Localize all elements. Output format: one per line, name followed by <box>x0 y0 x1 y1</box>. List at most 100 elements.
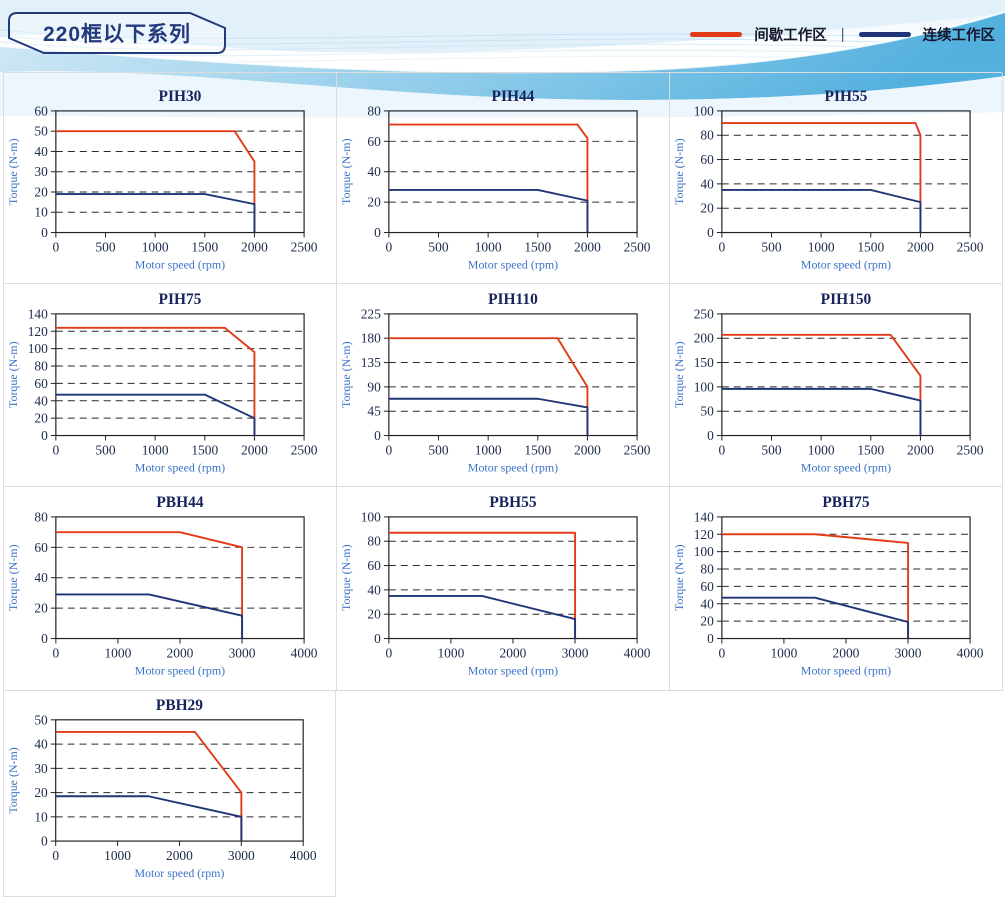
svg-text:2000: 2000 <box>166 848 193 863</box>
svg-text:20: 20 <box>34 601 48 616</box>
chart-card-pih150: PIH150 0 50 100 150 200 250 0 500 1000 1500 2000 250… <box>670 284 1003 487</box>
svg-text:60: 60 <box>700 152 714 167</box>
svg-text:135: 135 <box>361 355 381 370</box>
svg-text:40: 40 <box>34 737 48 752</box>
svg-text:0: 0 <box>41 225 48 240</box>
svg-text:140: 140 <box>694 509 714 524</box>
svg-text:0: 0 <box>52 848 59 863</box>
svg-text:150: 150 <box>694 355 714 370</box>
svg-text:2000: 2000 <box>241 239 268 254</box>
svg-text:Motor speed (rpm): Motor speed (rpm) <box>135 460 225 474</box>
svg-text:Motor speed (rpm): Motor speed (rpm) <box>468 663 558 677</box>
svg-text:0: 0 <box>374 428 381 443</box>
svg-text:Torque (N-m): Torque (N-m) <box>672 138 686 205</box>
svg-text:Torque (N-m): Torque (N-m) <box>339 341 353 408</box>
svg-text:500: 500 <box>761 442 781 457</box>
legend: 间歇工作区 | 连续工作区 <box>690 24 995 45</box>
chart-card-pbh55: PBH55 0 20 40 60 80 100 0 1000 2000 3000 4000 Motor … <box>337 487 670 691</box>
svg-text:40: 40 <box>367 164 381 179</box>
svg-text:PBH75: PBH75 <box>822 494 869 511</box>
svg-text:0: 0 <box>385 239 392 254</box>
svg-text:Motor speed (rpm): Motor speed (rpm) <box>468 460 558 474</box>
svg-text:2500: 2500 <box>291 239 318 254</box>
svg-text:60: 60 <box>34 376 48 391</box>
svg-text:4000: 4000 <box>957 645 984 660</box>
svg-text:80: 80 <box>367 534 381 549</box>
svg-text:4000: 4000 <box>624 645 651 660</box>
svg-text:140: 140 <box>28 306 48 321</box>
svg-text:Motor speed (rpm): Motor speed (rpm) <box>801 663 891 677</box>
svg-text:0: 0 <box>718 239 725 254</box>
svg-text:0: 0 <box>707 631 714 646</box>
chart-pbh44: PBH44 0 20 40 60 80 0 1000 2000 3000 4000 Motor spe… <box>6 494 318 677</box>
chart-pih44: PIH44 0 20 40 60 80 0 500 1000 1500 2000 2500 Motor … <box>339 88 651 271</box>
svg-text:Torque (N-m): Torque (N-m) <box>672 544 686 611</box>
svg-text:40: 40 <box>34 393 48 408</box>
svg-text:2000: 2000 <box>907 442 934 457</box>
svg-text:40: 40 <box>34 144 48 159</box>
svg-text:2500: 2500 <box>624 442 651 457</box>
svg-text:30: 30 <box>34 761 48 776</box>
svg-text:80: 80 <box>700 128 714 143</box>
svg-text:40: 40 <box>700 596 714 611</box>
svg-text:0: 0 <box>41 428 48 443</box>
svg-text:2000: 2000 <box>907 239 934 254</box>
svg-text:2500: 2500 <box>957 442 984 457</box>
svg-text:20: 20 <box>367 607 381 622</box>
svg-text:PBH29: PBH29 <box>156 697 203 714</box>
svg-text:20: 20 <box>34 785 48 800</box>
series-title: 220框以下系列 <box>42 23 192 46</box>
svg-text:20: 20 <box>367 195 381 210</box>
chart-pbh29: PBH29 0 10 20 30 40 50 0 1000 2000 3000 4000 Motor s… <box>6 697 317 880</box>
svg-text:500: 500 <box>95 239 115 254</box>
svg-text:40: 40 <box>700 176 714 191</box>
svg-text:2500: 2500 <box>957 239 984 254</box>
svg-text:60: 60 <box>34 103 48 118</box>
svg-text:2000: 2000 <box>500 645 527 660</box>
svg-text:1000: 1000 <box>808 442 835 457</box>
svg-text:1500: 1500 <box>191 239 218 254</box>
svg-text:1000: 1000 <box>104 645 131 660</box>
chart-card-pih30: PIH30 0 10 20 30 40 50 60 0 500 1000 1500 2000 2500 Mo… <box>4 73 337 284</box>
svg-text:Torque (N-m): Torque (N-m) <box>6 747 20 813</box>
svg-text:3000: 3000 <box>228 848 255 863</box>
svg-text:500: 500 <box>95 442 115 457</box>
svg-text:60: 60 <box>700 579 714 594</box>
svg-text:4000: 4000 <box>290 848 317 863</box>
svg-text:1000: 1000 <box>437 645 464 660</box>
svg-text:80: 80 <box>34 359 48 374</box>
svg-text:PIH75: PIH75 <box>159 291 202 308</box>
svg-text:80: 80 <box>700 562 714 577</box>
chart-card-pbh75: PBH75 0 20 40 60 80 100 120 140 0 1000 2000 3000 4000… <box>670 487 1003 691</box>
svg-text:0: 0 <box>41 631 48 646</box>
chart-card-pih75: PIH75 0 20 40 60 80 100 120 140 0 500 1000 1500 2000 2… <box>4 284 337 487</box>
svg-text:225: 225 <box>361 306 381 321</box>
svg-text:1000: 1000 <box>142 239 169 254</box>
svg-text:45: 45 <box>367 404 381 419</box>
svg-text:200: 200 <box>694 331 714 346</box>
svg-text:2000: 2000 <box>241 442 268 457</box>
svg-text:20: 20 <box>700 614 714 629</box>
svg-text:20: 20 <box>34 184 48 199</box>
svg-text:10: 10 <box>34 809 48 824</box>
svg-text:0: 0 <box>374 225 381 240</box>
svg-text:100: 100 <box>694 379 714 394</box>
svg-text:180: 180 <box>361 331 381 346</box>
svg-text:50: 50 <box>34 124 48 139</box>
legend-label-continuous: 连续工作区 <box>922 28 996 44</box>
svg-text:100: 100 <box>694 103 714 118</box>
svg-text:1500: 1500 <box>191 442 218 457</box>
svg-text:40: 40 <box>34 570 48 585</box>
svg-text:PIH150: PIH150 <box>821 291 872 308</box>
svg-text:250: 250 <box>694 306 714 321</box>
svg-text:Motor speed (rpm): Motor speed (rpm) <box>468 257 558 271</box>
svg-text:0: 0 <box>374 631 381 646</box>
chart-pih110: PIH110 0 45 90 135 180 225 0 500 1000 1500 2000 2500… <box>339 291 651 474</box>
svg-text:1000: 1000 <box>142 442 169 457</box>
svg-text:40: 40 <box>367 582 381 597</box>
svg-text:1000: 1000 <box>770 645 797 660</box>
legend-divider: | <box>840 26 845 43</box>
